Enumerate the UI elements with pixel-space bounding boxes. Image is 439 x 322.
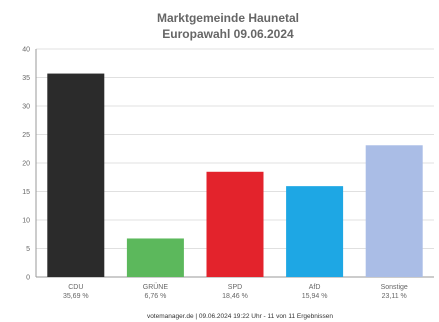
y-tick-label: 30 xyxy=(22,104,30,111)
value-label: 6,76 % xyxy=(145,293,167,300)
x-tick-label: CDU xyxy=(68,284,83,291)
y-tick-label: 40 xyxy=(22,47,30,54)
bar-afd xyxy=(286,186,344,277)
bar-cdu xyxy=(47,73,105,277)
y-tick-label: 0 xyxy=(26,275,30,282)
value-label: 18,46 % xyxy=(222,293,248,300)
y-tick-label: 20 xyxy=(22,161,30,168)
bar-grüne xyxy=(126,238,184,277)
y-tick-label: 10 xyxy=(22,218,30,225)
x-tick-label: Sonstige xyxy=(381,284,408,291)
bar-spd xyxy=(206,171,264,277)
x-tick-label: AfD xyxy=(309,284,321,291)
value-label: 23,11 % xyxy=(382,293,407,300)
chart-title: Marktgemeinde Haunetal xyxy=(157,11,299,25)
y-tick-label: 5 xyxy=(26,246,30,253)
chart-subtitle: Europawahl 09.06.2024 xyxy=(162,27,294,41)
x-tick-label: SPD xyxy=(228,284,242,291)
footer-source: votemanager.de | 09.06.2024 19:22 Uhr - … xyxy=(147,313,333,320)
y-tick-label: 35 xyxy=(22,75,30,82)
value-label: 35,69 % xyxy=(63,293,89,300)
y-axis-ticks: 0 5 10 15 20 25 30 35 40 xyxy=(22,47,30,282)
x-tick-label: GRÜNE xyxy=(143,283,169,291)
y-tick-label: 25 xyxy=(22,132,30,139)
x-axis-labels: CDU 35,69 % GRÜNE 6,76 % SPD 18,46 % AfD 15,94 … xyxy=(63,283,408,300)
value-label: 15,94 % xyxy=(302,293,328,300)
bars xyxy=(47,73,423,277)
bar-sonstige xyxy=(365,145,423,277)
y-tick-label: 15 xyxy=(22,189,30,196)
